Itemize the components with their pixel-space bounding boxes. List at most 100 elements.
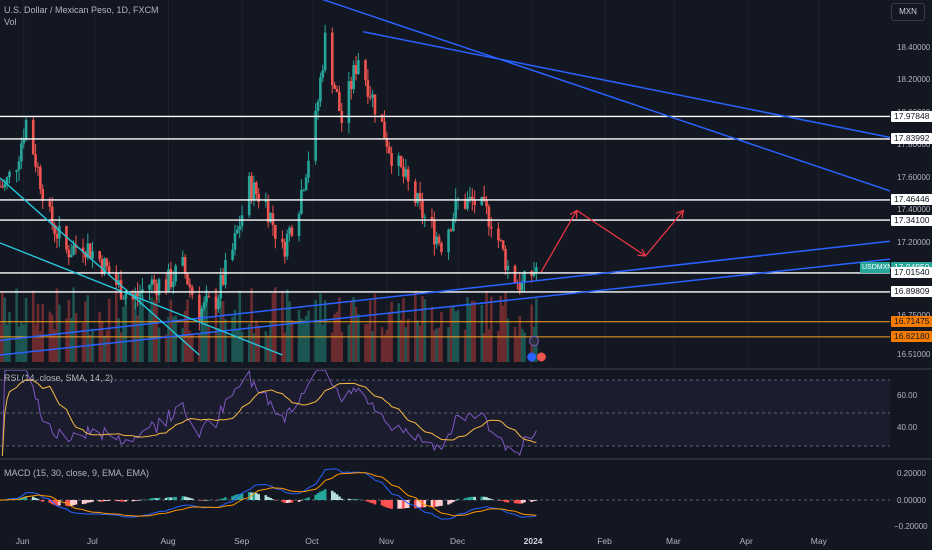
candle-body	[31, 119, 35, 155]
projection-arrowhead	[637, 248, 647, 257]
macd-histogram-bar	[36, 498, 40, 500]
candle-body	[103, 258, 106, 274]
macd-histogram-bar	[86, 500, 90, 503]
candle-body	[240, 215, 244, 227]
macd-histogram-bar	[504, 500, 507, 503]
volume-bar	[285, 289, 289, 362]
candle-body	[302, 189, 306, 191]
candle-body	[288, 227, 291, 234]
candle-body	[470, 196, 474, 201]
candle-body	[148, 285, 151, 290]
pane-separator[interactable]	[0, 368, 932, 370]
volume-bar	[252, 333, 256, 362]
volume-bar	[380, 326, 384, 362]
time-axis[interactable]: Jun Jul Aug Sep Oct Nov Dec 2024 Feb Mar Apr May	[0, 532, 932, 550]
volume-bar	[373, 293, 377, 362]
rsi-legend[interactable]: RSI (14, close, SMA, 14, 2)	[4, 373, 114, 383]
candle-body	[347, 81, 351, 123]
volume-bar	[100, 321, 104, 362]
main-chart-pane[interactable]: U.S. Dollar / Mexican Peso, 1D, FXCM Vol…	[0, 0, 932, 368]
candle-body	[371, 94, 374, 98]
candle-body	[200, 308, 204, 321]
candle-body	[387, 146, 391, 154]
volume-bar	[88, 334, 92, 362]
macd-histogram-bar	[202, 500, 206, 501]
level-price-label: 17.34100	[891, 214, 932, 226]
macd-histogram-bar	[414, 500, 417, 509]
candle-body	[421, 200, 424, 218]
volume-bar	[200, 324, 204, 362]
macd-histogram-bar	[240, 493, 244, 500]
volume-bar	[523, 332, 526, 362]
volume-bar	[333, 313, 336, 362]
macd-histogram-bar	[357, 499, 360, 500]
macd-histogram-bar	[499, 500, 503, 501]
volume-bar	[171, 316, 175, 362]
macd-histogram-bar	[482, 496, 486, 500]
volume-bar	[24, 298, 28, 362]
volume-bar	[174, 315, 177, 362]
rsi-line	[1, 370, 537, 456]
symbol-price-label: USDMXN	[860, 261, 893, 273]
volume-bar	[473, 301, 476, 362]
volume-bar	[167, 316, 170, 362]
macd-histogram-bar	[122, 500, 125, 502]
volume-bar	[198, 334, 201, 362]
candle-body	[513, 265, 517, 283]
candle-body	[22, 139, 26, 144]
macd-histogram-bar	[347, 498, 351, 500]
price-tick-label: 17.20000	[897, 237, 931, 247]
channel-line-lower	[0, 242, 283, 356]
volume-bar	[501, 305, 505, 362]
macd-histogram-bar	[380, 500, 384, 506]
macd-histogram-bar	[107, 500, 111, 501]
macd-histogram-bar	[221, 498, 225, 500]
macd-histogram-bar	[114, 500, 118, 502]
macd-histogram-bar	[69, 500, 73, 507]
volume-bar	[418, 325, 422, 362]
candle-body	[86, 243, 90, 258]
candle-body	[119, 280, 123, 300]
volume-legend[interactable]: Vol	[4, 17, 17, 27]
candle-body	[231, 249, 234, 260]
time-tick-label: Dec	[450, 536, 466, 546]
volume-bar	[416, 320, 420, 362]
candle-body	[15, 170, 18, 172]
volume-bar	[236, 328, 239, 362]
volume-bar	[364, 324, 367, 362]
macd-legend[interactable]: MACD (15, 30, close, 9, EMA, EMA)	[4, 468, 150, 478]
volume-bar	[5, 324, 9, 362]
candle-body	[55, 233, 59, 239]
time-tick-label: Apr	[739, 536, 753, 546]
candle-body	[20, 143, 23, 162]
volume-bar	[340, 331, 344, 362]
pane-separator[interactable]	[0, 458, 932, 460]
price-tick-label: 16.75000	[897, 311, 930, 320]
macd-histogram-bar	[506, 500, 510, 503]
candle-body	[266, 200, 270, 223]
macd-histogram-bar	[271, 499, 275, 500]
candle-body	[81, 247, 85, 253]
symbol-legend[interactable]: U.S. Dollar / Mexican Peso, 1D, FXCM	[4, 5, 159, 15]
candle-body	[480, 196, 484, 205]
candle-body	[437, 236, 441, 244]
mx-flag-icon	[536, 352, 546, 362]
rsi-pane[interactable]: RSI (14, close, SMA, 14, 2) 60.00 40.00	[0, 370, 932, 458]
candle-body	[157, 279, 161, 296]
macd-histogram-bar	[470, 496, 474, 500]
candle-body	[418, 192, 422, 201]
volume-bar	[152, 300, 156, 362]
time-tick-label: Jun	[15, 536, 30, 546]
currency-selector[interactable]: MXN	[891, 3, 925, 21]
macd-pane[interactable]: MACD (15, 30, close, 9, EMA, EMA) 0.2000…	[0, 460, 932, 532]
descending-trendline-lower	[362, 31, 891, 139]
macd-histogram-bar	[371, 500, 374, 504]
candle-body	[8, 171, 11, 178]
candle-body	[0, 186, 2, 188]
volume-bar	[281, 291, 284, 362]
candle-body	[357, 60, 360, 74]
candle-body	[338, 92, 341, 111]
candle-body	[373, 94, 377, 115]
price-chart[interactable]	[0, 0, 932, 368]
candle-body	[304, 177, 308, 190]
